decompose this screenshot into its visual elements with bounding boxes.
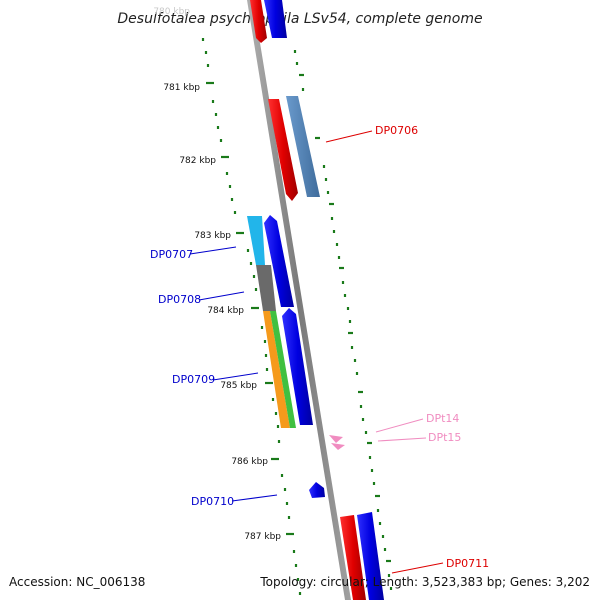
gene-dpt15[interactable]	[331, 443, 345, 450]
gene-dp0711[interactable]	[340, 515, 366, 600]
label-dpt14[interactable]: DPt14	[426, 412, 459, 425]
label-dp0706[interactable]: DP0706	[375, 124, 418, 137]
gene-blue-top[interactable]	[264, 0, 287, 38]
label-dp0709[interactable]: DP0709	[172, 373, 215, 386]
label-dpt15[interactable]: DPt15	[428, 431, 461, 444]
label-leaders	[189, 130, 444, 574]
accession-text: Accession: NC_006138	[9, 575, 145, 589]
tick-label-783: 783 kbp	[194, 231, 231, 241]
gene-blue-b[interactable]	[282, 308, 313, 425]
gene-dp0708[interactable]	[256, 265, 276, 311]
gene-blue-c[interactable]	[357, 512, 384, 600]
genome-summary-text: Topology: circular; Length: 3,523,383 bp…	[259, 575, 590, 589]
tick-label-785: 785 kbp	[220, 381, 257, 391]
tick-label-786: 786 kbp	[231, 457, 268, 467]
gene-features	[247, 0, 384, 600]
tick-label-faded: 780 kbp	[153, 7, 190, 17]
gene-dpt14[interactable]	[329, 435, 343, 443]
tick-label-781: 781 kbp	[163, 83, 200, 93]
gene-dp0706[interactable]	[268, 99, 298, 201]
gene-dp0710[interactable]	[309, 482, 325, 498]
gene-blue-a[interactable]	[264, 215, 294, 307]
label-dp0710[interactable]: DP0710	[191, 495, 234, 508]
label-dp0711[interactable]: DP0711	[446, 557, 489, 570]
right-ruler	[293, 50, 393, 590]
label-dp0708[interactable]: DP0708	[158, 293, 201, 306]
gene-steel[interactable]	[286, 96, 320, 197]
map-title: Desulfotalea psychrophila LSv54, complet…	[117, 11, 482, 27]
left-ruler	[201, 38, 302, 595]
tick-label-787: 787 kbp	[244, 532, 281, 542]
tick-label-782: 782 kbp	[179, 156, 216, 166]
genome-backbone	[247, 0, 351, 600]
gene-green[interactable]	[270, 311, 296, 428]
label-dp0707[interactable]: DP0707	[150, 248, 193, 261]
gene-dp0707[interactable]	[247, 216, 265, 265]
tick-label-784: 784 kbp	[207, 306, 244, 316]
gene-dp0709[interactable]	[263, 311, 290, 428]
gene-red-top[interactable]	[250, 0, 267, 43]
